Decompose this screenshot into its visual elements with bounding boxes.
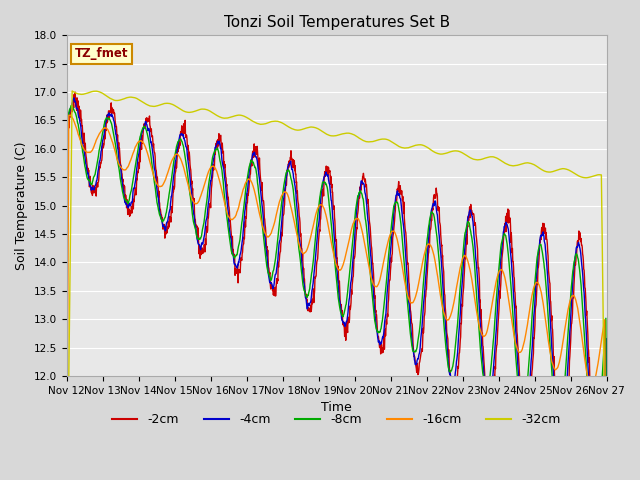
- Title: Tonzi Soil Temperatures Set B: Tonzi Soil Temperatures Set B: [223, 15, 450, 30]
- Legend: -2cm, -4cm, -8cm, -16cm, -32cm: -2cm, -4cm, -8cm, -16cm, -32cm: [108, 408, 566, 431]
- Text: TZ_fmet: TZ_fmet: [75, 48, 128, 60]
- Y-axis label: Soil Temperature (C): Soil Temperature (C): [15, 142, 28, 270]
- X-axis label: Time: Time: [321, 401, 352, 414]
